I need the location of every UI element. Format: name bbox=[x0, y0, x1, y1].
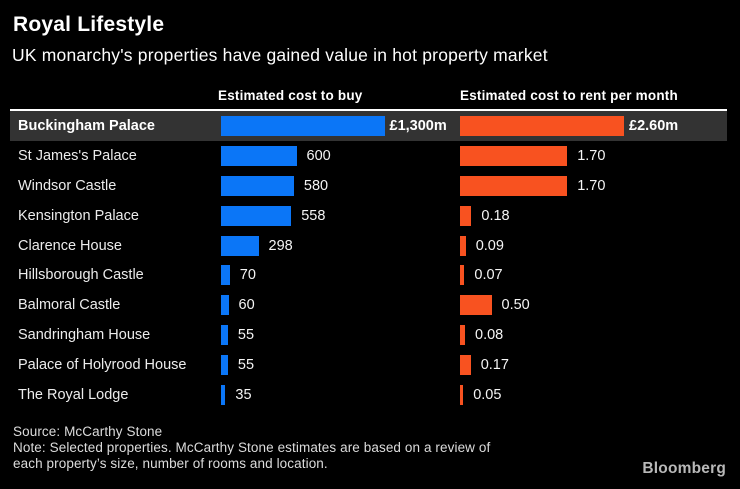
category-label: St James's Palace bbox=[18, 147, 137, 164]
buy-bar bbox=[221, 175, 294, 196]
buy-value-label: 600 bbox=[306, 147, 331, 164]
rent-bar bbox=[460, 325, 465, 346]
category-label: Buckingham Palace bbox=[18, 117, 155, 134]
buy-value-label: 580 bbox=[303, 177, 329, 194]
chart-rows: Buckingham Palace £1,300m £2.60m St James's… bbox=[10, 111, 727, 410]
buy-bar bbox=[221, 205, 292, 226]
category-label: Sandringham House bbox=[18, 327, 151, 344]
rent-value-label: 0.07 bbox=[474, 267, 503, 284]
buy-bar bbox=[221, 265, 230, 286]
chart-row: The Royal Lodge 35 0.05 bbox=[10, 380, 727, 410]
source-line: Source: McCarthy Stone bbox=[13, 424, 163, 439]
chart-row: Palace of Holyrood House 55 0.17 bbox=[10, 350, 727, 380]
chart-row: Windsor Castle 580 1.70 bbox=[10, 171, 727, 201]
category-label: Hillsborough Castle bbox=[18, 267, 144, 284]
category-label: Kensington Palace bbox=[18, 207, 139, 224]
chart-row: St James's Palace 600 1.70 bbox=[10, 141, 727, 171]
column-header-rent: Estimated cost to rent per month bbox=[460, 88, 678, 103]
buy-bar bbox=[221, 295, 229, 316]
rent-value-label: 1.70 bbox=[577, 147, 606, 164]
buy-bar bbox=[221, 145, 297, 166]
rent-bar bbox=[460, 145, 568, 166]
category-label: Clarence House bbox=[18, 237, 122, 254]
rent-value-label: £2.60m bbox=[629, 117, 679, 134]
buy-value-label: 60 bbox=[238, 297, 255, 314]
rent-value-label: 0.50 bbox=[501, 297, 530, 314]
rent-bar bbox=[460, 116, 624, 136]
rent-value-label: 0.17 bbox=[480, 357, 509, 374]
buy-value-label: 70 bbox=[239, 267, 256, 284]
buy-bar bbox=[221, 385, 226, 406]
rent-value-label: 0.05 bbox=[473, 386, 502, 403]
rent-bar bbox=[460, 235, 466, 256]
buy-value-label: 55 bbox=[237, 357, 255, 374]
chart-title: Royal Lifestyle bbox=[13, 13, 165, 36]
bloomberg-logo: Bloomberg bbox=[642, 460, 726, 477]
chart-row: Buckingham Palace £1,300m £2.60m bbox=[10, 111, 727, 141]
buy-value-label: 35 bbox=[235, 386, 252, 403]
rent-bar bbox=[460, 205, 472, 226]
buy-bar bbox=[221, 116, 385, 136]
buy-bar bbox=[221, 325, 228, 346]
category-label: Windsor Castle bbox=[18, 177, 117, 194]
column-header-buy: Estimated cost to buy bbox=[218, 88, 363, 103]
buy-bar bbox=[221, 355, 228, 376]
rent-value-label: 1.70 bbox=[577, 177, 606, 194]
rent-bar bbox=[460, 355, 471, 376]
category-label: Balmoral Castle bbox=[18, 297, 121, 314]
chart-subtitle: UK monarchy's properties have gained val… bbox=[12, 45, 548, 65]
note-line-1: Note: Selected properties. McCarthy Ston… bbox=[13, 440, 491, 456]
buy-value-label: £1,300m bbox=[389, 117, 447, 134]
buy-value-label: 558 bbox=[301, 207, 326, 224]
rent-value-label: 0.18 bbox=[481, 207, 510, 224]
rent-value-label: 0.08 bbox=[475, 327, 504, 344]
rent-value-label: 0.09 bbox=[475, 237, 504, 254]
buy-bar bbox=[221, 235, 259, 256]
chart-row: Hillsborough Castle 70 0.07 bbox=[10, 260, 727, 290]
chart-plot-area: Buckingham Palace £1,300m £2.60m St James's… bbox=[10, 109, 727, 410]
highlight-row-top-rule bbox=[10, 109, 727, 111]
chart-row: Clarence House 298 0.09 bbox=[10, 231, 727, 261]
chart-row: Balmoral Castle 60 0.50 bbox=[10, 290, 727, 320]
chart-row: Kensington Palace 558 0.18 bbox=[10, 201, 727, 231]
note-line-2: each property’s size, number of rooms an… bbox=[13, 456, 328, 472]
category-label: The Royal Lodge bbox=[18, 386, 129, 403]
buy-value-label: 298 bbox=[268, 237, 293, 254]
rent-bar bbox=[460, 295, 492, 316]
category-label: Palace of Holyrood House bbox=[18, 357, 187, 374]
buy-value-label: 55 bbox=[237, 327, 255, 344]
chart-row: Sandringham House 55 0.08 bbox=[10, 320, 727, 350]
rent-bar bbox=[460, 175, 568, 196]
rent-bar bbox=[460, 265, 465, 286]
rent-bar bbox=[460, 385, 464, 406]
chart-footnotes: Source: McCarthy Stone Note: Selected pr… bbox=[13, 424, 490, 473]
